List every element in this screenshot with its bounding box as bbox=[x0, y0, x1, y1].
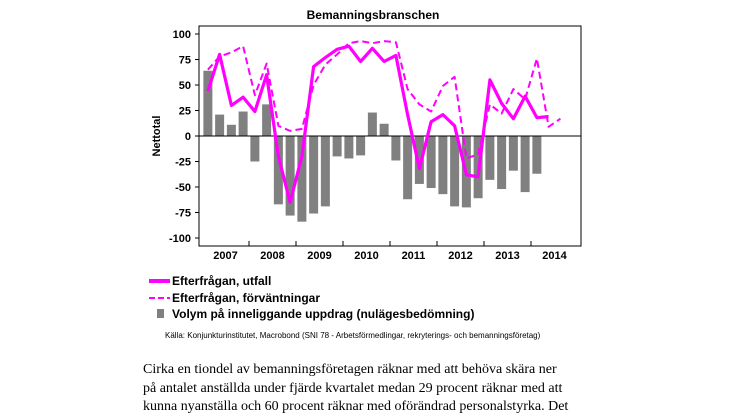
y-tick-label: 100 bbox=[173, 29, 191, 41]
line-series bbox=[206, 40, 561, 204]
legend-swatch-volym bbox=[157, 309, 164, 318]
bar bbox=[520, 136, 530, 193]
y-tick-label: 25 bbox=[179, 106, 191, 118]
y-tick-label: -100 bbox=[169, 233, 191, 245]
body-line: på antalet anställda under fjärde kvarta… bbox=[143, 380, 563, 396]
bar bbox=[438, 136, 448, 195]
bar bbox=[426, 136, 436, 189]
bar bbox=[320, 136, 330, 207]
bar bbox=[203, 70, 213, 136]
x-tick-label: 2009 bbox=[307, 250, 331, 262]
series-line-utfall bbox=[206, 44, 549, 204]
x-tick-label: 2013 bbox=[495, 250, 519, 262]
bar bbox=[215, 114, 225, 136]
y-tick-label: -50 bbox=[175, 182, 191, 194]
y-tick-label: 0 bbox=[185, 131, 191, 143]
legend: Efterfrågan, utfall Efterfrågan, förvänt… bbox=[149, 274, 474, 321]
bar bbox=[226, 124, 236, 136]
y-axis: 100 75 50 25 0 -25 -50 -75 -100 bbox=[169, 29, 199, 245]
y-tick-label: 50 bbox=[179, 80, 191, 92]
y-tick-label: 75 bbox=[179, 55, 191, 67]
source-note: Källa: Konjunkturinstitutet, Macrobond (… bbox=[165, 331, 541, 340]
x-tick-label: 2008 bbox=[260, 250, 284, 262]
x-tick-label: 2007 bbox=[213, 250, 237, 262]
chart-title: Bemanningsbranschen bbox=[307, 8, 440, 22]
bar bbox=[309, 136, 319, 214]
body-line: kunna nyanställa och 60 procent räknar m… bbox=[143, 399, 569, 414]
bar bbox=[497, 136, 507, 190]
legend-item-utfall: Efterfrågan, utfall bbox=[149, 274, 271, 288]
x-tick-label: 2010 bbox=[354, 250, 378, 262]
bar bbox=[391, 136, 401, 161]
x-tick-label: 2012 bbox=[448, 250, 472, 262]
bar bbox=[367, 112, 377, 136]
legend-label-volym: Volym på inneliggande uppdrag (nulägesbe… bbox=[172, 307, 474, 321]
y-tick-label: -25 bbox=[175, 157, 191, 169]
bar bbox=[450, 136, 460, 207]
body-paragraph: Cirka en tiondel av bemanningsföretagen … bbox=[143, 361, 613, 417]
bar bbox=[403, 136, 413, 200]
bar bbox=[332, 136, 342, 157]
bar bbox=[262, 104, 272, 136]
x-tick-label: 2011 bbox=[402, 250, 426, 262]
bar bbox=[379, 123, 389, 136]
bar bbox=[356, 136, 366, 156]
bar bbox=[508, 136, 518, 171]
bar bbox=[532, 136, 542, 174]
body-line: Cirka en tiondel av bemanningsföretagen … bbox=[143, 362, 557, 377]
x-tick-label: 2014 bbox=[542, 250, 567, 262]
bar bbox=[485, 136, 495, 180]
y-axis-label: Nettotal bbox=[151, 116, 163, 157]
bar bbox=[344, 136, 354, 159]
legend-label-forvantningar: Efterfrågan, förväntningar bbox=[172, 291, 320, 305]
legend-label-utfall: Efterfrågan, utfall bbox=[172, 274, 271, 288]
bar bbox=[238, 111, 248, 136]
x-axis: 2007 2008 2009 2010 2011 2012 2013 2014 bbox=[213, 241, 568, 262]
series-line-forvantningar bbox=[207, 40, 561, 160]
bar bbox=[414, 136, 424, 184]
bar bbox=[285, 136, 295, 216]
bar bbox=[250, 136, 260, 162]
legend-item-volym: Volym på inneliggande uppdrag (nulägesbe… bbox=[157, 307, 474, 321]
bar bbox=[297, 136, 307, 222]
y-tick-label: -75 bbox=[175, 208, 191, 220]
bar bbox=[273, 136, 283, 205]
legend-item-forvantningar: Efterfrågan, förväntningar bbox=[149, 291, 320, 305]
